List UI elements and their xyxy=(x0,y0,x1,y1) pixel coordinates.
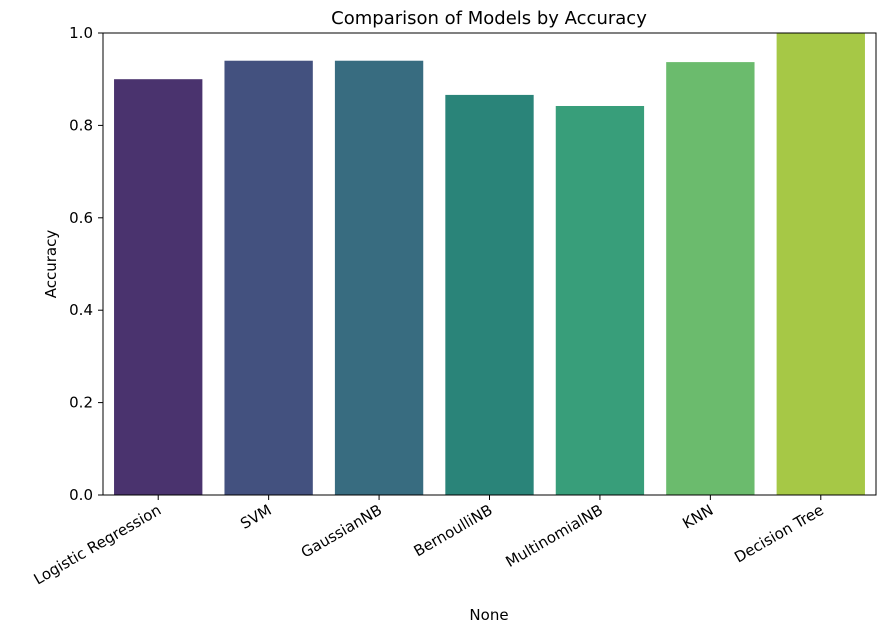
bar xyxy=(224,60,313,495)
x-tick-label: MultinomialNB xyxy=(503,501,606,571)
bar xyxy=(445,94,534,496)
y-tick-label: 0.0 xyxy=(69,486,93,504)
y-tick-label: 0.8 xyxy=(69,116,93,134)
x-tick-label: BernoulliNB xyxy=(411,501,496,560)
x-tick-label: GaussianNB xyxy=(298,501,385,562)
y-tick-label: 1.0 xyxy=(69,24,93,42)
bar xyxy=(334,60,424,495)
bar xyxy=(555,105,645,495)
x-tick-label: Logistic Regression xyxy=(31,501,165,589)
y-tick-label: 0.2 xyxy=(69,394,93,412)
x-tick-label: Decision Tree xyxy=(731,501,827,567)
bar xyxy=(666,62,755,496)
plot-frame xyxy=(102,32,877,496)
x-tick-label: SVM xyxy=(237,501,274,533)
y-axis-label: Accuracy xyxy=(42,230,60,299)
y-tick-label: 0.6 xyxy=(69,209,93,227)
bar xyxy=(114,79,203,495)
x-tick-label: KNN xyxy=(679,501,716,533)
chart-title: Comparison of Models by Accuracy xyxy=(331,8,647,29)
bar xyxy=(776,33,865,495)
y-tick-label: 0.4 xyxy=(69,301,93,319)
x-axis-label: None xyxy=(469,606,508,624)
